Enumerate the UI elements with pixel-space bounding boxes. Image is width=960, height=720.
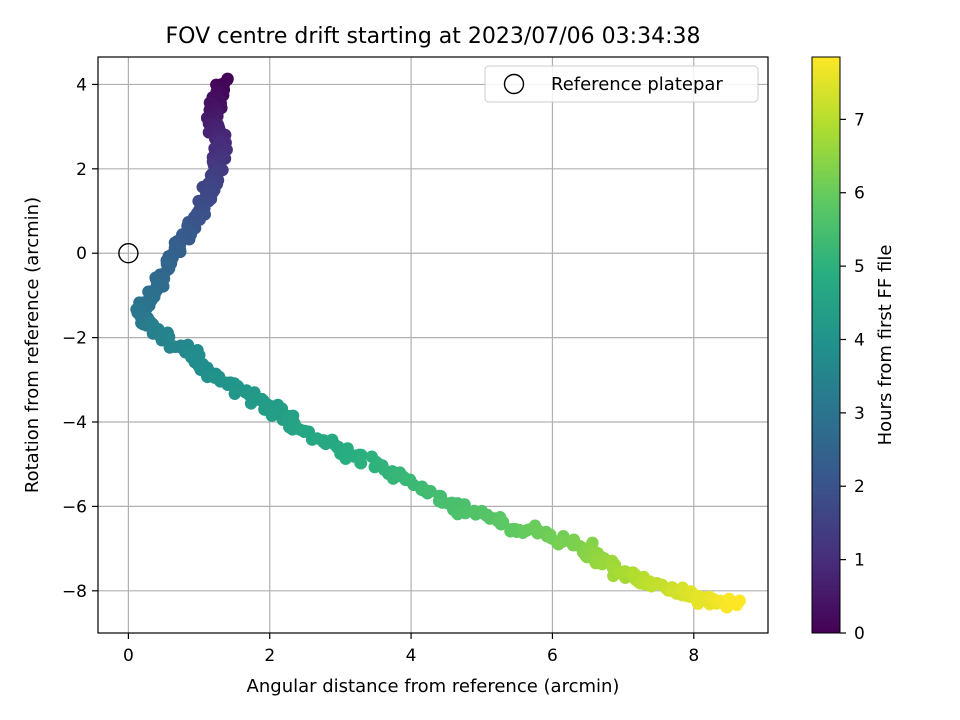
colorbar-tick-label: 3 (854, 404, 865, 424)
colorbar-tick-label: 0 (854, 624, 865, 644)
legend-reference-marker (503, 73, 525, 95)
scatter-point (730, 598, 744, 612)
y-tick-label: −6 (62, 497, 87, 517)
y-axis-label: Rotation from reference (arcmin) (22, 197, 43, 493)
scatter-points (130, 72, 746, 614)
y-tick-label: −8 (62, 582, 87, 602)
colorbar-tick-label: 1 (854, 551, 865, 571)
x-tick-label: 6 (547, 646, 558, 666)
y-tick-label: 0 (76, 244, 87, 264)
scatter-point (615, 566, 628, 579)
x-axis-label: Angular distance from reference (arcmin) (247, 676, 620, 697)
plot-frame (97, 56, 769, 634)
scatter-point (496, 515, 510, 529)
x-axis: 0 2 4 6 8 (123, 633, 699, 666)
y-tick-label: −4 (62, 413, 87, 433)
colorbar-tick-label: 6 (854, 184, 865, 204)
scatter-point (403, 473, 417, 486)
colorbar-tick-label: 5 (854, 257, 865, 277)
x-tick-label: 4 (406, 646, 417, 666)
y-tick-label: 4 (76, 75, 87, 95)
scatter-point (436, 496, 449, 509)
colorbar-tick-label: 4 (854, 330, 865, 350)
x-tick-label: 0 (123, 646, 134, 666)
scatter-point (265, 409, 279, 422)
y-tick-label: −2 (62, 329, 87, 349)
legend-box (484, 65, 759, 103)
chart-title: FOV centre drift starting at 2023/07/06 … (166, 24, 701, 49)
legend-entry-label: Reference platepar (551, 74, 723, 95)
scatter-point (228, 387, 241, 400)
x-tick-label: 8 (688, 646, 699, 666)
legend: Reference platepar (484, 65, 759, 103)
scatter-point (298, 424, 311, 438)
scatter-point (553, 536, 566, 549)
reference-platepar-marker (118, 243, 139, 264)
reference-marker-layer (118, 243, 139, 264)
colorbar (811, 56, 841, 634)
scatter-point (184, 228, 198, 241)
scatter-point (221, 72, 234, 86)
x-tick-label: 2 (264, 646, 275, 666)
scatter-point (239, 386, 252, 399)
colorbar-axis: 0 1 2 3 4 5 6 7 (840, 110, 865, 644)
y-axis: −8 −6 −4 −2 0 2 4 (62, 75, 98, 602)
y-tick-label: 2 (76, 160, 87, 180)
colorbar-tick-label: 7 (854, 110, 865, 130)
colorbar-tick-label: 2 (854, 477, 865, 497)
colorbar-label: Hours from first FF file (875, 245, 896, 446)
scatter-point (354, 456, 367, 470)
